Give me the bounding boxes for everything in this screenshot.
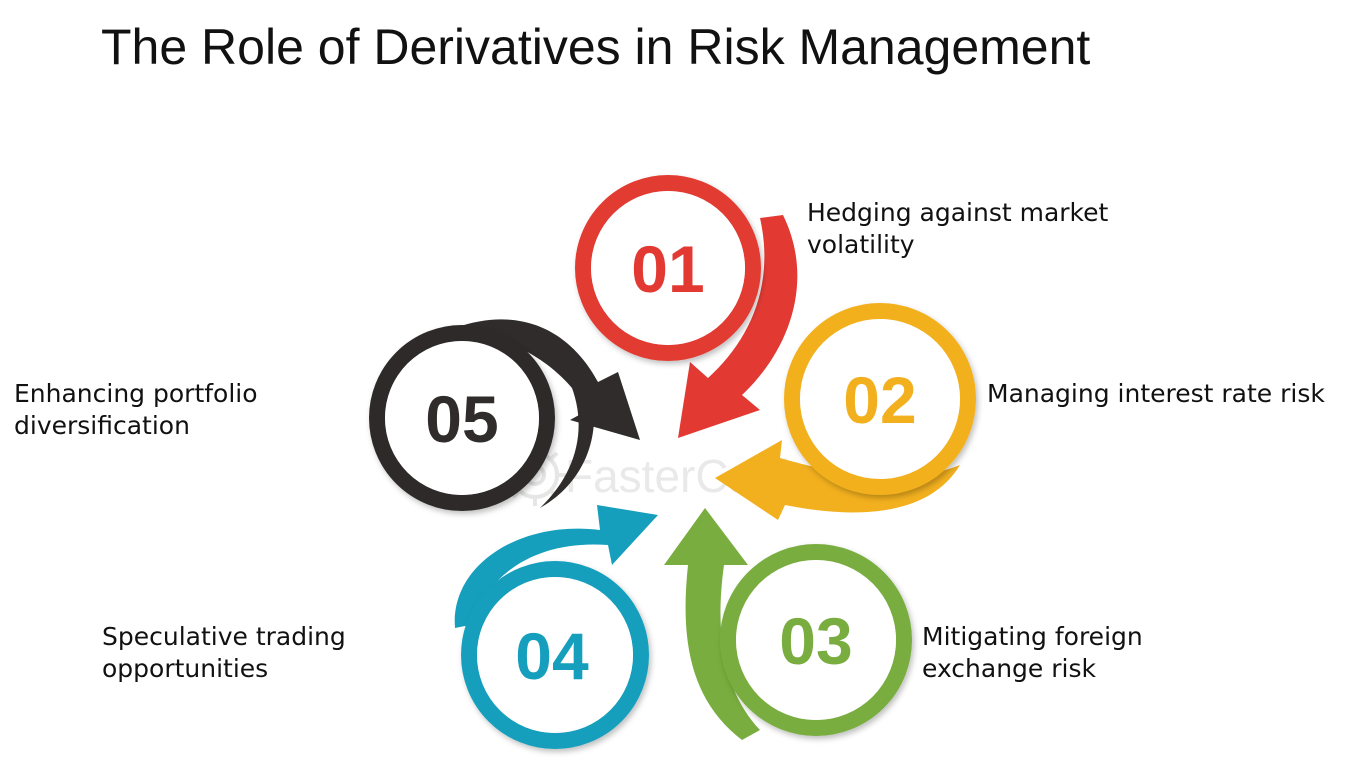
step-02-label-line-1: Managing interest rate risk [987,378,1325,410]
step-01-label-line-2: volatility [807,229,1108,261]
step-01-label: Hedging against market volatility [807,197,1108,261]
step-04-label-line-1: Speculative trading [102,621,346,653]
step-02-number: 02 [843,363,916,437]
step-04-number: 04 [515,619,589,693]
step-05-number: 05 [425,382,498,456]
step-03-label-line-2: exchange risk [922,653,1143,685]
step-05-label-line-2: diversification [14,410,258,442]
step-05-label: Enhancing portfolio diversification [14,378,258,442]
step-03-label-line-1: Mitigating foreign [922,621,1143,653]
step-01-number: 01 [631,232,704,306]
step-01-label-line-1: Hedging against market [807,197,1108,229]
step-05-label-line-1: Enhancing portfolio [14,378,258,410]
step-03-number: 03 [779,604,852,678]
step-04-label: Speculative trading opportunities [102,621,346,685]
step-04-label-line-2: opportunities [102,653,346,685]
step-04: 04 [455,505,658,741]
step-02-label: Managing interest rate risk [987,378,1325,410]
step-03-label: Mitigating foreign exchange risk [922,621,1143,685]
step-03: 03 [664,508,904,740]
